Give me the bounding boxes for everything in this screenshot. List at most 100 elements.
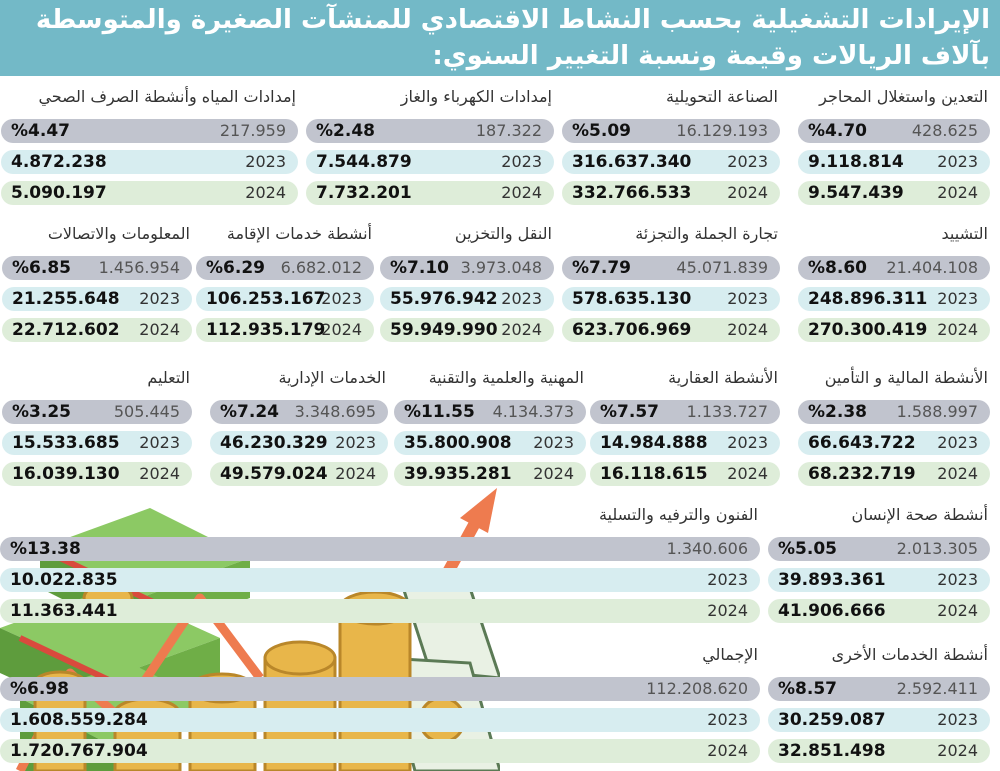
row-2023: 2023 39.893.361	[768, 568, 990, 592]
sector-name: المهنية والعلمية والتقنية	[428, 368, 584, 387]
change-percent: %2.38	[808, 402, 867, 422]
row-2024: 2024 332.766.533	[562, 181, 780, 205]
row-2024: 2024 59.949.990	[380, 318, 554, 342]
change-row: 3.973.048 %7.10	[380, 256, 554, 280]
value-2024: 1.720.767.904	[10, 741, 148, 761]
value-2023: 248.896.311	[808, 289, 928, 309]
year-label: 2024	[707, 601, 748, 620]
row-2024: 2024 16.118.615	[590, 462, 780, 486]
change-percent: %6.85	[12, 258, 71, 278]
row-2024: 2024 7.732.201	[306, 181, 554, 205]
row-2024: 2024 39.935.281	[394, 462, 586, 486]
change-amount: 428.625	[911, 121, 978, 140]
sector-block: المهنية والعلمية والتقنية 4.134.373 %11.55…	[394, 366, 586, 486]
change-amount: 112.208.620	[646, 679, 748, 698]
year-label: 2024	[321, 320, 362, 339]
row-2023: 2023 30.259.087	[768, 708, 990, 732]
sector-block: أنشطة الخدمات الأخرى 2.592.411 %8.57 2023 30…	[768, 643, 990, 763]
year-label: 2023	[937, 710, 978, 729]
row-2023: 2023 248.896.311	[798, 287, 990, 311]
year-label: 2024	[139, 464, 180, 483]
row-2023: 2023 316.637.340	[562, 150, 780, 174]
value-2024: 9.547.439	[808, 183, 904, 203]
year-label: 2023	[727, 289, 768, 308]
sector-name: التعليم	[147, 368, 190, 387]
year-label: 2024	[533, 464, 574, 483]
row-2023: 2023 15.533.685	[2, 431, 192, 455]
change-amount: 1.456.954	[98, 258, 180, 277]
change-row: 2.592.411 %8.57	[768, 677, 990, 701]
sector-name: التشييد	[941, 224, 988, 243]
change-amount: 4.134.373	[492, 402, 574, 421]
sector-block: الصناعة التحويلية 16.129.193 %5.09 2023 316.…	[562, 85, 780, 205]
value-2023: 46.230.329	[220, 433, 328, 453]
row-2024: 2024 112.935.179	[196, 318, 374, 342]
year-label: 2023	[501, 152, 542, 171]
row-2024: 2024 68.232.719	[798, 462, 990, 486]
sector-name: المعلومات والاتصالات	[47, 224, 190, 243]
change-amount: 3.973.048	[460, 258, 542, 277]
value-2023: 21.255.648	[12, 289, 120, 309]
row-2024: 2024 16.039.130	[2, 462, 192, 486]
value-2024: 112.935.179	[206, 320, 326, 340]
sector-block: إمدادات المياه وأنشطة الصرف الصحي 217.959…	[1, 85, 298, 205]
row-2023: 2023 55.976.942	[380, 287, 554, 311]
value-2023: 106.253.167	[206, 289, 326, 309]
change-row: 6.682.012 %6.29	[196, 256, 374, 280]
change-row: 45.071.839 %7.79	[562, 256, 780, 280]
value-2023: 15.533.685	[12, 433, 120, 453]
value-2023: 9.118.814	[808, 152, 904, 172]
sector-block: الأنشطة العقارية 1.133.727 %7.57 2023 14.984…	[590, 366, 780, 486]
change-amount: 45.071.839	[676, 258, 768, 277]
year-label: 2024	[727, 183, 768, 202]
row-2023: 2023 4.872.238	[1, 150, 298, 174]
change-row: 505.445 %3.25	[2, 400, 192, 424]
change-amount: 1.588.997	[896, 402, 978, 421]
value-2023: 39.893.361	[778, 570, 886, 590]
row-2023: 2023 66.643.722	[798, 431, 990, 455]
change-amount: 217.959	[219, 121, 286, 140]
value-2024: 49.579.024	[220, 464, 328, 484]
sector-block: التعدين واستغلال المحاجر 428.625 %4.70 2023…	[798, 85, 990, 205]
year-label: 2024	[335, 464, 376, 483]
value-2024: 32.851.498	[778, 741, 886, 761]
sector-name: الخدمات الإدارية	[278, 368, 386, 387]
change-percent: %5.05	[778, 539, 837, 559]
row-2023: 2023 21.255.648	[2, 287, 192, 311]
sector-block: أنشطة خدمات الإقامة 6.682.012 %6.29 2023 106…	[196, 222, 374, 342]
value-2024: 7.732.201	[316, 183, 412, 203]
change-row: 21.404.108 %8.60	[798, 256, 990, 280]
year-label: 2023	[707, 570, 748, 589]
change-amount: 21.404.108	[886, 258, 978, 277]
change-row: 4.134.373 %11.55	[394, 400, 586, 424]
year-label: 2023	[937, 570, 978, 589]
value-2023: 14.984.888	[600, 433, 708, 453]
sector-name: التعدين واستغلال المحاجر	[819, 87, 988, 106]
value-2023: 7.544.879	[316, 152, 412, 172]
row-2023: 2023 10.022.835	[0, 568, 760, 592]
value-2023: 4.872.238	[11, 152, 107, 172]
row-2024: 2024 49.579.024	[210, 462, 388, 486]
sector-block: الفنون والترفيه والتسلية 1.340.606 %13.38 2…	[0, 503, 760, 623]
year-label: 2024	[937, 601, 978, 620]
sector-block: المعلومات والاتصالات 1.456.954 %6.85 2023 21…	[2, 222, 192, 342]
change-amount: 2.592.411	[896, 679, 978, 698]
value-2024: 332.766.533	[572, 183, 692, 203]
row-2023: 2023 14.984.888	[590, 431, 780, 455]
value-2024: 39.935.281	[404, 464, 512, 484]
year-label: 2023	[727, 152, 768, 171]
value-2024: 22.712.602	[12, 320, 120, 340]
year-label: 2024	[501, 183, 542, 202]
change-row: 2.013.305 %5.05	[768, 537, 990, 561]
sector-name: الأنشطة العقارية	[668, 368, 778, 387]
value-2024: 623.706.969	[572, 320, 692, 340]
year-label: 2023	[937, 433, 978, 452]
year-label: 2024	[245, 183, 286, 202]
page-title: الإيرادات التشغيلية بحسب النشاط الاقتصاد…	[35, 5, 990, 71]
year-label: 2024	[937, 320, 978, 339]
row-2024: 2024 41.906.666	[768, 599, 990, 623]
sector-block: إمدادات الكهرباء والغاز 187.322 %2.48 2023 7…	[306, 85, 554, 205]
row-2023: 2023 1.608.559.284	[0, 708, 760, 732]
change-percent: %2.48	[316, 121, 375, 141]
year-label: 2023	[501, 289, 542, 308]
